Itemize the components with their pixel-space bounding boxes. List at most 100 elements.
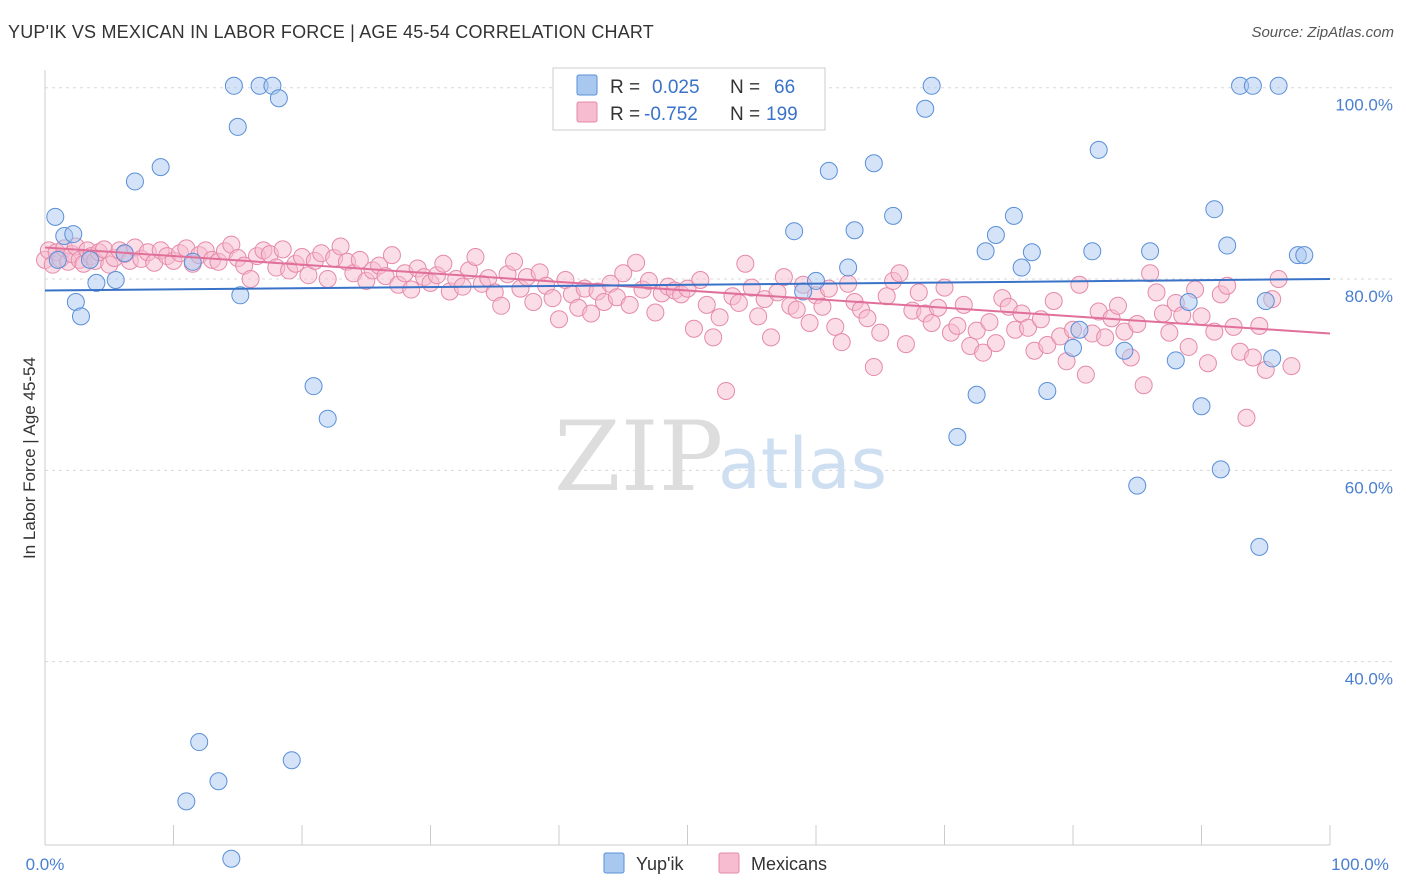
- yupik-point: [845, 221, 864, 240]
- mexicans-point: [864, 358, 883, 377]
- y-tick-label: 100.0%: [1335, 96, 1393, 115]
- yupik-point: [1218, 236, 1237, 255]
- legend-n-value-1: 199: [766, 104, 798, 125]
- series-yupik-points: [46, 76, 1314, 868]
- mexicans-point: [986, 334, 1005, 353]
- mexicans-point: [768, 283, 787, 302]
- mexicans-point: [1108, 296, 1127, 315]
- yupik-point: [1089, 140, 1108, 159]
- yupik-point: [967, 385, 986, 404]
- mexicans-point: [909, 283, 928, 302]
- mexicans-point: [1192, 307, 1211, 326]
- mexicans-point: [1134, 376, 1153, 395]
- mexicans-point: [697, 295, 716, 314]
- mexicans-point: [774, 268, 793, 287]
- y-tick-label: 60.0%: [1345, 478, 1393, 497]
- mexicans-point: [376, 267, 395, 286]
- mexicans-point: [434, 254, 453, 273]
- mexicans-point: [273, 240, 292, 259]
- mexicans-point: [896, 335, 915, 354]
- mexicans-point: [1237, 408, 1256, 427]
- y-tick-label: 80.0%: [1345, 287, 1393, 306]
- yupik-point: [46, 207, 65, 226]
- yupik-point: [224, 76, 243, 95]
- yupik-point: [304, 377, 323, 396]
- yupik-point: [231, 286, 250, 305]
- mexicans-point: [1076, 365, 1095, 384]
- mexicans-point: [466, 248, 485, 267]
- yupik-point: [1038, 381, 1057, 400]
- grid-lines: [45, 87, 1395, 663]
- yupik-point: [151, 158, 170, 177]
- yupik-point: [48, 250, 67, 269]
- y-tick-labels: 100.0% 80.0% 60.0% 40.0%: [1335, 96, 1393, 689]
- yupik-point: [106, 270, 125, 289]
- mexicans-point: [762, 328, 781, 347]
- yupik-point: [1295, 246, 1314, 265]
- watermark: ZIP atlas: [554, 401, 887, 513]
- mexicans-point: [980, 313, 999, 332]
- mexicans-point: [877, 287, 896, 306]
- yupik-point: [1166, 351, 1185, 370]
- yupik-point: [190, 733, 209, 752]
- mexicans-point: [749, 307, 768, 326]
- mexicans-point: [1141, 264, 1160, 283]
- mexicans-point: [492, 296, 511, 315]
- mexicans-point: [787, 300, 806, 319]
- mexicans-point: [550, 310, 568, 329]
- mexicans-point: [402, 280, 421, 299]
- yupik-point: [1128, 476, 1147, 495]
- mexicans-point: [826, 317, 845, 336]
- mexicans-point: [1044, 292, 1063, 311]
- legend-n-value-0: 66: [774, 77, 795, 98]
- x-tick-label-1: 100.0%: [1331, 855, 1389, 874]
- legend-swatch-mexicans: [576, 101, 598, 123]
- mexicans-point: [729, 293, 748, 312]
- mexicans-trend-line: [44, 246, 1331, 335]
- yupik-point: [819, 161, 838, 180]
- mexicans-point: [1128, 314, 1147, 333]
- mexicans-point: [1243, 348, 1262, 367]
- watermark-atlas: atlas: [718, 423, 887, 505]
- mexicans-point: [505, 252, 524, 271]
- bottom-legend-label-yupik: Yup'ik: [636, 854, 684, 874]
- mexicans-point: [710, 308, 729, 327]
- yupik-point: [209, 772, 228, 791]
- yupik-point: [1070, 320, 1089, 339]
- yupik-point: [80, 250, 99, 269]
- yupik-point: [1083, 242, 1102, 261]
- mexicans-point: [858, 309, 877, 328]
- mexicans-point: [1250, 316, 1269, 335]
- mexicans-point: [1160, 323, 1179, 342]
- yupik-point: [976, 242, 995, 261]
- yupik-point: [87, 273, 106, 292]
- mexicans-point: [922, 314, 941, 333]
- source-label: Source: ZipAtlas.com: [1251, 24, 1394, 41]
- mexicans-point: [1205, 322, 1224, 341]
- legend-n-label-0: N =: [730, 77, 760, 98]
- mexicans-point: [1147, 283, 1166, 302]
- watermark-zip: ZIP: [554, 401, 723, 513]
- mexicans-point: [318, 270, 337, 289]
- yupik-point: [839, 258, 858, 277]
- yupik-point: [1179, 292, 1198, 311]
- legend-swatch-yupik: [576, 74, 598, 96]
- yupik-point: [986, 226, 1005, 245]
- yupik-point: [177, 792, 196, 811]
- legend-r-value-0: 0.025: [652, 77, 700, 98]
- y-axis-title: In Labor Force | Age 45-54: [20, 357, 39, 559]
- mexicans-point: [974, 343, 993, 362]
- mexicans-point: [543, 289, 562, 308]
- legend-r-label-1: R =: [610, 104, 640, 125]
- mexicans-point: [1070, 275, 1089, 294]
- mexicans-point: [890, 264, 909, 283]
- mexicans-point: [954, 295, 973, 314]
- yupik-point: [269, 89, 288, 108]
- mexicans-point: [627, 253, 646, 272]
- mexicans-point: [948, 316, 967, 335]
- yupik-point: [1263, 349, 1282, 368]
- mexicans-point: [800, 314, 819, 333]
- y-tick-label: 40.0%: [1345, 670, 1393, 689]
- yupik-point: [948, 427, 967, 446]
- chart-title: YUP'IK VS MEXICAN IN LABOR FORCE | AGE 4…: [8, 22, 654, 42]
